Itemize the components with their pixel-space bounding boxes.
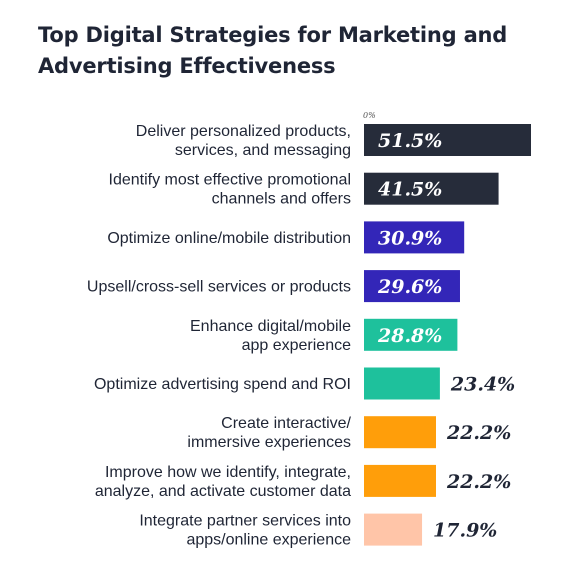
value-label-6: 23.4% [450,374,515,396]
bar-6 [364,367,440,400]
bar-4 [364,270,460,303]
value-label-1: 51.5% [378,130,442,152]
category-label-line: app experience [242,337,352,354]
category-label-line: Improve how we identify, integrate, [105,464,351,481]
value-label-4: 29.6% [377,276,442,298]
category-label-line: apps/online experience [186,532,351,549]
value-label-2: 41.5% [378,179,442,201]
value-label-8: 22.2% [446,471,511,493]
bar-3 [364,221,465,254]
category-label-line: Create interactive/ [221,415,351,432]
axis-zero-label: 0% [363,111,376,120]
category-label-line: Upsell/cross-sell services or products [87,279,351,296]
bar-7 [364,416,436,449]
chart-title-line-1: Top Digital Strategies for Marketing and [38,23,508,47]
bar-9 [364,513,423,546]
bar-5 [364,318,458,351]
category-label-line: Optimize online/mobile distribution [107,230,351,247]
category-label-line: Enhance digital/mobile [190,318,351,335]
category-label-7: Create interactive/immersive experiences [187,415,351,451]
category-label-8: Improve how we identify, integrate, analy… [95,464,351,500]
chart-title-line-2: Advertising Effectiveness [38,54,336,78]
chart-title: Top Digital Strategies for Marketing and… [38,20,558,82]
category-label-2: Identify most effective promotional chann… [109,172,352,208]
bar-2 [364,172,499,205]
category-label-line: immersive experiences [187,434,351,451]
category-label-5: Enhance digital/mobile app experience [190,318,351,354]
category-label-line: analyze, and activate customer data [95,483,351,500]
category-label-1: Deliver personalized products, services, … [136,123,351,159]
value-label-5: 28.8% [377,325,442,347]
category-label-line: Optimize advertising spend and ROI [94,376,351,393]
category-label-9: Integrate partner services into apps/onli… [139,513,351,549]
bar-8 [364,464,436,497]
category-label-line: Deliver personalized products, [136,123,351,140]
category-label-6: Optimize advertising spend and ROI [94,376,351,393]
category-label-line: Integrate partner services into [139,513,351,530]
value-label-9: 17.9% [433,520,497,542]
category-label-line: channels and offers [212,191,351,208]
bars-group: 51.5% Deliver personalized products, servi… [87,123,531,549]
category-label-4: Upsell/cross-sell services or products [87,279,351,296]
category-label-line: Identify most effective promotional [109,172,352,189]
value-label-3: 30.9% [378,227,442,249]
category-label-line: services, and messaging [175,142,351,159]
category-label-3: Optimize online/mobile distribution [107,230,351,247]
bar-1 [364,124,531,156]
value-label-7: 22.2% [446,422,511,444]
